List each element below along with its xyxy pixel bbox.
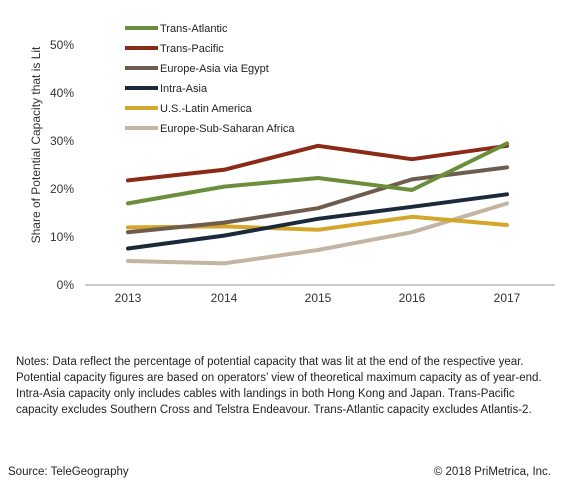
- chart-notes: Notes: Data reflect the percentage of po…: [16, 356, 542, 416]
- legend-label: Europe-Sub-Saharan Africa: [160, 123, 295, 135]
- y-tick-label: 10%: [50, 230, 74, 244]
- x-tick-label: 2013: [115, 291, 142, 305]
- x-tick-label: 2015: [305, 291, 332, 305]
- legend-label: Trans-Atlantic: [160, 23, 228, 35]
- series-line-europe-sub-saharan-africa: [126, 201, 509, 266]
- legend-label: Intra-Asia: [160, 83, 208, 95]
- line-chart: Share of Potential Capacity that is Lit …: [29, 23, 555, 305]
- y-tick-label: 20%: [50, 182, 74, 196]
- y-tick-label: 50%: [50, 38, 74, 52]
- legend-label: Trans-Pacific: [160, 43, 224, 55]
- legend-label: U.S.-Latin America: [160, 103, 253, 115]
- x-tick-label: 2016: [399, 291, 426, 305]
- y-axis-label: Share of Potential Capacity that is Lit: [29, 46, 43, 243]
- copyright-notice: © 2018 PriMetrica, Inc.: [433, 466, 551, 478]
- x-tick-label: 2017: [494, 291, 521, 305]
- y-tick-label: 40%: [50, 86, 74, 100]
- series-line-trans-pacific: [126, 143, 509, 183]
- source-credit: Source: TeleGeography: [8, 466, 129, 478]
- legend-label: Europe-Asia via Egypt: [160, 63, 269, 75]
- series-line-trans-atlantic: [126, 141, 509, 206]
- series-line-intra-asia: [126, 192, 509, 251]
- x-tick-label: 2014: [211, 291, 238, 305]
- y-tick-label: 30%: [50, 134, 74, 148]
- y-tick-label: 0%: [57, 278, 75, 292]
